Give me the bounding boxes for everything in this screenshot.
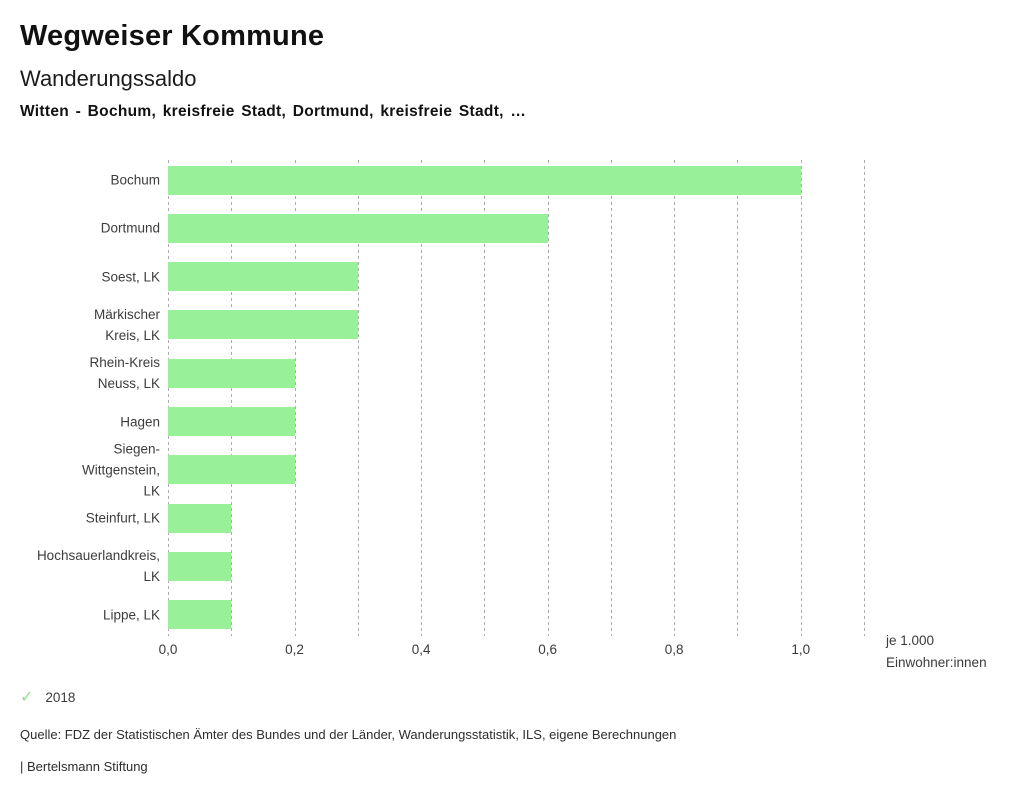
category-label-line: Siegen- xyxy=(113,441,160,457)
gridline xyxy=(737,160,739,636)
bar-m-rkischer-kreis-lk[interactable] xyxy=(168,310,358,340)
gridline xyxy=(864,160,865,636)
category-label-line: Lippe, LK xyxy=(102,607,160,623)
category-label-line: Soest, LK xyxy=(101,269,160,285)
gridline xyxy=(610,160,612,636)
category-label: Hochsauerlandkreis, LK xyxy=(0,545,160,587)
gridline xyxy=(357,160,359,636)
bar-hagen[interactable] xyxy=(168,407,295,436)
chart-subtitle: Witten - Bochum, kreisfreie Stadt, Dortm… xyxy=(20,103,527,120)
x-axis-unit-line1: je 1.000 xyxy=(886,633,935,648)
x-axis-unit-label: je 1.000 Einwohner:innen xyxy=(886,630,987,674)
category-label: Siegen- Wittgenstein, LK xyxy=(0,438,160,501)
category-label-line: Steinfurt, LK xyxy=(85,510,160,526)
x-tick-label: 0,4 xyxy=(411,642,431,657)
x-tick-label: 0,2 xyxy=(285,642,304,657)
category-label-line: Dortmund xyxy=(100,220,160,236)
category-label-line: Kreis, LK xyxy=(105,327,160,343)
category-label-line: LK xyxy=(143,569,160,585)
category-label: Lippe, LK xyxy=(0,604,160,625)
gridline xyxy=(674,160,676,636)
gridline xyxy=(231,160,233,636)
attribution-text: | Bertelsmann Stiftung xyxy=(20,759,148,774)
check-icon: ✓ xyxy=(20,689,34,706)
gridline xyxy=(421,160,423,636)
gridline xyxy=(484,160,486,636)
legend-year-label: 2018 xyxy=(45,689,76,705)
category-label-line: Märkischer xyxy=(93,306,160,322)
gridline xyxy=(168,160,169,636)
category-label-line: Neuss, LK xyxy=(97,376,160,392)
x-tick-label: 0,8 xyxy=(664,642,684,657)
gridline xyxy=(547,160,549,636)
category-label-line: Bochum xyxy=(110,172,160,188)
category-label-line: Wittgenstein, xyxy=(81,462,160,478)
bar-soest-lk[interactable] xyxy=(168,262,358,292)
x-tick-label: 1,0 xyxy=(791,642,811,657)
bar-steinfurt-lk[interactable] xyxy=(168,503,232,533)
app-title: Wegweiser Kommune xyxy=(20,20,325,52)
gridline xyxy=(294,160,296,636)
x-axis-unit-line2: Einwohner:innen xyxy=(886,655,987,670)
bar-siegen-wittgenstein-lk[interactable] xyxy=(168,455,295,485)
category-label-line: Rhein-Kreis xyxy=(89,355,160,371)
category-label: Hagen xyxy=(0,411,160,432)
bar-rhein-kreis-neuss-lk[interactable] xyxy=(168,358,295,388)
category-label: Märkischer Kreis, LK xyxy=(0,304,160,346)
category-label-line: LK xyxy=(143,483,160,499)
x-tick-label: 0,6 xyxy=(538,642,558,657)
category-label: Steinfurt, LK xyxy=(0,508,160,529)
category-label: Rhein-Kreis Neuss, LK xyxy=(0,352,160,394)
source-text: Quelle: FDZ der Statistischen Ämter des … xyxy=(20,727,677,742)
category-label: Dortmund xyxy=(0,218,160,239)
x-tick-label: 0,0 xyxy=(158,642,178,657)
bar-dortmund[interactable] xyxy=(168,213,548,243)
category-label: Soest, LK xyxy=(0,266,160,287)
category-label: Bochum xyxy=(0,170,160,191)
bar-hochsauerlandkreis-lk[interactable] xyxy=(168,551,232,581)
bar-lippe-lk[interactable] xyxy=(168,600,232,630)
legend-item-2018[interactable]: ✓ 2018 xyxy=(20,687,75,707)
category-label-line: Hagen xyxy=(120,414,160,429)
gridline xyxy=(800,160,802,636)
chart-title: Wanderungssaldo xyxy=(20,66,197,91)
bar-bochum[interactable] xyxy=(168,165,801,195)
category-label-line: Hochsauerlandkreis, xyxy=(36,548,160,564)
